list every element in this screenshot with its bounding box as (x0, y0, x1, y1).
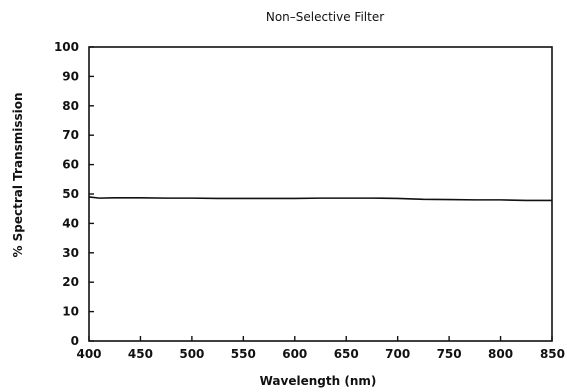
y-tick-label: 70 (62, 128, 79, 142)
y-tick-label: 90 (62, 69, 79, 83)
y-axis-ticks: 0 10 20 30 40 50 60 70 80 90 100 (54, 40, 94, 348)
y-tick-label: 60 (62, 158, 79, 172)
x-tick-label: 550 (231, 347, 256, 361)
x-axis-ticks: 400 450 500 550 600 650 700 750 800 850 (76, 336, 565, 361)
x-tick-label: 850 (540, 347, 565, 361)
y-tick-label: 20 (62, 275, 79, 289)
y-axis-label: % Spectral Transmission (11, 92, 25, 257)
y-tick-label: 80 (62, 99, 79, 113)
chart-title: Non–Selective Filter (266, 10, 384, 24)
x-tick-label: 650 (334, 347, 359, 361)
x-tick-label: 600 (282, 347, 307, 361)
y-tick-label: 10 (62, 305, 79, 319)
x-axis-label: Wavelength (nm) (260, 374, 377, 388)
transmission-series-line (88, 196, 552, 202)
x-tick-label: 400 (76, 347, 101, 361)
y-tick-label: 30 (62, 246, 79, 260)
x-tick-label: 700 (385, 347, 410, 361)
y-tick-label: 50 (62, 187, 79, 201)
x-tick-label: 750 (437, 347, 462, 361)
y-tick-label: 0 (71, 334, 79, 348)
x-tick-label: 450 (128, 347, 153, 361)
plot-frame (88, 46, 553, 342)
y-tick-label: 100 (54, 40, 79, 54)
x-tick-label: 800 (488, 347, 513, 361)
y-tick-label: 40 (62, 216, 79, 230)
x-tick-label: 500 (179, 347, 204, 361)
